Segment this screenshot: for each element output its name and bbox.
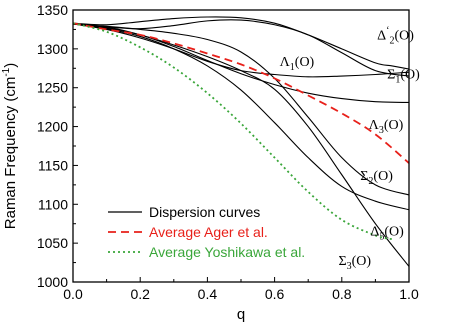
y-axis-label-sup: -1 xyxy=(1,67,12,76)
branch-label: Δ‘2(O) xyxy=(377,26,414,47)
branch-label: Σ3(O) xyxy=(338,254,371,272)
branch-label: Δ5(O) xyxy=(370,224,404,242)
y-tick-label: 1100 xyxy=(38,196,68,212)
branch-label-suffix: (O) xyxy=(384,224,404,239)
x-tick-label: 0.0 xyxy=(63,286,83,302)
branch-label-suffix: (O) xyxy=(400,67,420,82)
branch-label-suffix: (O) xyxy=(373,169,393,184)
branch-label-suffix: (O) xyxy=(295,55,315,70)
y-axis-label-close: ) xyxy=(2,63,19,68)
branch-label: Λ3(O) xyxy=(369,118,404,136)
yoshikawa-average-line xyxy=(72,22,393,241)
branch-label-symbol: Δ xyxy=(370,224,379,239)
y-tick-label: 1200 xyxy=(37,119,68,135)
branch-label: Σ1(O) xyxy=(387,67,420,85)
dispersion-curve-5 xyxy=(72,23,410,196)
branch-label-symbol: Σ xyxy=(387,67,395,82)
branch-label-subscript: 3 xyxy=(347,261,352,272)
x-tick-label: 0.4 xyxy=(198,286,218,302)
legend-label: Average Yoshikawa et al. xyxy=(149,244,305,260)
branch-label-subscript: 2 xyxy=(389,36,394,47)
branch-label: Λ1(O) xyxy=(280,55,315,73)
y-axis-label: Raman Frequency (cm-1) xyxy=(1,63,19,229)
legend: Dispersion curves Average Ager et al. Aver… xyxy=(108,204,305,260)
branch-label-subscript: 1 xyxy=(395,74,400,85)
x-tick-label: 0.2 xyxy=(130,286,150,302)
branch-label-subscript: 1 xyxy=(290,62,295,73)
y-tick-label: 1150 xyxy=(38,157,68,173)
y-axis-label-main: Raman Frequency (cm xyxy=(2,77,19,230)
y-tick-label: 1300 xyxy=(37,41,68,57)
branch-label-suffix: (O) xyxy=(384,118,404,133)
axis-ticks: 0.0 0.2 0.4 0.6 0.8 1.01000105011001150120012… xyxy=(37,2,419,302)
x-tick-label: 0.6 xyxy=(265,286,285,302)
branch-label: Σ2(O) xyxy=(360,169,393,187)
branch-label-symbol: Δ xyxy=(377,29,386,44)
y-tick-label: 1350 xyxy=(37,2,68,18)
branch-label-subscript: 3 xyxy=(379,125,384,136)
x-tick-label: 0.8 xyxy=(332,286,352,302)
branch-label-subscript: 2 xyxy=(368,176,373,187)
dispersion-curve-1 xyxy=(72,16,410,70)
branch-labels: Δ‘2(O)Λ1(O)Σ1(O)Λ3(O)Σ2(O)Δ5(O)Σ3(O) xyxy=(280,26,420,272)
branch-label-suffix: (O) xyxy=(394,29,414,44)
branch-label-prime: ‘ xyxy=(386,26,389,37)
x-axis-label: q xyxy=(237,306,245,323)
branch-label-symbol: Σ xyxy=(338,254,346,269)
y-tick-label: 1000 xyxy=(37,274,68,290)
plot-area xyxy=(72,16,410,267)
branch-label-symbol: Λ xyxy=(369,118,380,133)
legend-label: Average Ager et al. xyxy=(149,224,268,240)
plot-frame xyxy=(72,9,410,283)
y-tick-label: 1250 xyxy=(37,80,68,96)
x-tick-label: 1.0 xyxy=(399,286,419,302)
y-tick-label: 1050 xyxy=(37,235,68,251)
branch-label-symbol: Σ xyxy=(360,169,368,184)
branch-label-symbol: Λ xyxy=(280,55,291,70)
branch-label-suffix: (O) xyxy=(352,254,372,269)
legend-label: Dispersion curves xyxy=(149,204,260,220)
branch-label-subscript: 5 xyxy=(379,231,384,242)
ager-average-line xyxy=(72,22,410,164)
